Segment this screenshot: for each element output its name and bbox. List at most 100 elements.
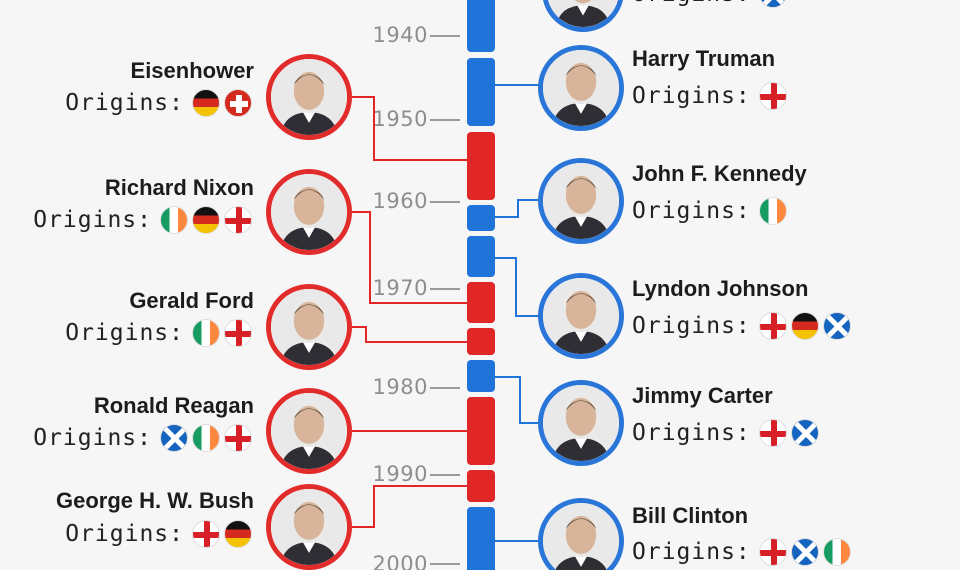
- portrait-photo: [271, 174, 347, 250]
- term-bar-kennedy: [467, 205, 495, 231]
- england-flag-icon: [224, 206, 252, 234]
- term-bar-johnson: [467, 236, 495, 277]
- england-flag-icon: [758, 538, 787, 566]
- portrait-nixon: [266, 169, 352, 255]
- origins-label: Origins:: [33, 425, 152, 451]
- scotland-flag-icon: [790, 419, 819, 447]
- origins-truman: Origins:: [632, 82, 791, 110]
- year-label: 1980: [372, 375, 428, 399]
- president-name-carter: Jimmy Carter: [632, 383, 773, 408]
- year-tick: [430, 474, 460, 476]
- origins-label: Origins:: [632, 420, 751, 446]
- scotland-flag-icon: [790, 538, 819, 566]
- portrait-truman: [538, 45, 624, 131]
- ireland-flag-icon: [192, 319, 220, 347]
- term-bar-eisenhower: [467, 132, 495, 200]
- portrait-photo: [271, 393, 347, 469]
- england-flag-icon: [758, 419, 787, 447]
- ireland-flag-icon: [758, 197, 787, 225]
- portrait-photo: [547, 0, 619, 27]
- england-flag-icon: [758, 312, 787, 340]
- portrait-bush: [266, 484, 352, 570]
- origins-clinton: Origins:: [632, 538, 855, 566]
- portrait-photo: [271, 489, 347, 565]
- origins-reagan: Origins:: [33, 424, 256, 452]
- president-name-eisenhower: Eisenhower: [130, 58, 254, 83]
- connector-bush: [352, 485, 467, 528]
- origins-fdr: Origins:: [632, 0, 791, 8]
- connector-kennedy: [493, 199, 540, 218]
- portrait-eisenhower: [266, 54, 352, 140]
- origins-label: Origins:: [632, 83, 751, 109]
- origins-kennedy: Origins:: [632, 197, 791, 225]
- ireland-flag-icon: [160, 206, 188, 234]
- switzerland-flag-icon: [224, 89, 252, 117]
- president-name-nixon: Richard Nixon: [104, 175, 254, 200]
- portrait-photo: [543, 278, 619, 354]
- year-label: 2000: [372, 552, 428, 570]
- portrait-photo: [543, 385, 619, 461]
- germany-flag-icon: [192, 206, 220, 234]
- portrait-reagan: [266, 388, 352, 474]
- term-bar-fdr: [467, 0, 495, 52]
- portrait-photo: [271, 59, 347, 135]
- term-bar-clinton: [467, 507, 495, 570]
- president-name-ford: Gerald Ford: [129, 288, 254, 313]
- year-label: 1990: [372, 462, 428, 486]
- year-label: 1940: [372, 23, 428, 47]
- president-name-truman: Harry Truman: [632, 46, 776, 71]
- origins-label: Origins:: [632, 198, 751, 224]
- portrait-ford: [266, 284, 352, 370]
- origins-bush: Origins:: [65, 520, 256, 548]
- year-tick: [430, 35, 460, 37]
- portrait-photo: [271, 289, 347, 365]
- connector-ford: [352, 326, 467, 343]
- origins-label: Origins:: [632, 0, 751, 7]
- portrait-photo: [543, 50, 619, 126]
- portrait-johnson: [538, 273, 624, 359]
- president-name-clinton: Bill Clinton: [632, 503, 749, 528]
- england-flag-icon: [224, 319, 252, 347]
- scotland-flag-icon: [160, 424, 188, 452]
- term-bar-carter: [467, 360, 495, 392]
- origins-label: Origins:: [33, 207, 152, 233]
- ireland-flag-icon: [822, 538, 851, 566]
- connector-johnson: [493, 257, 540, 317]
- president-name-bush: George H. W. Bush: [55, 488, 254, 513]
- term-bar-bush: [467, 470, 495, 502]
- connector-carter: [493, 376, 540, 424]
- year-tick: [430, 119, 460, 121]
- portrait-carter: [538, 380, 624, 466]
- term-bar-ford: [467, 328, 495, 355]
- portrait-photo: [543, 503, 619, 570]
- year-tick: [430, 563, 460, 565]
- origins-label: Origins:: [65, 90, 184, 116]
- england-flag-icon: [758, 82, 787, 110]
- england-flag-icon: [192, 520, 220, 548]
- origins-johnson: Origins:: [632, 312, 855, 340]
- year-tick: [430, 288, 460, 290]
- england-flag-icon: [224, 424, 252, 452]
- germany-flag-icon: [192, 89, 220, 117]
- year-tick: [430, 387, 460, 389]
- year-tick: [430, 201, 460, 203]
- origins-label: Origins:: [65, 521, 184, 547]
- year-label: 1950: [372, 107, 428, 131]
- term-bar-nixon: [467, 282, 495, 323]
- portrait-photo: [543, 163, 619, 239]
- origins-carter: Origins:: [632, 419, 823, 447]
- origins-label: Origins:: [65, 320, 184, 346]
- year-label: 1960: [372, 189, 428, 213]
- president-name-johnson: Lyndon Johnson: [632, 276, 809, 301]
- president-name-reagan: Ronald Reagan: [93, 393, 254, 418]
- president-name-kennedy: John F. Kennedy: [632, 161, 807, 186]
- germany-flag-icon: [224, 520, 252, 548]
- origins-label: Origins:: [632, 539, 751, 565]
- origins-ford: Origins:: [65, 319, 256, 347]
- germany-flag-icon: [790, 312, 819, 340]
- portrait-clinton: [538, 498, 624, 570]
- scotland-flag-icon: [758, 0, 787, 8]
- origins-label: Origins:: [632, 313, 751, 339]
- origins-eisenhower: Origins:: [65, 89, 256, 117]
